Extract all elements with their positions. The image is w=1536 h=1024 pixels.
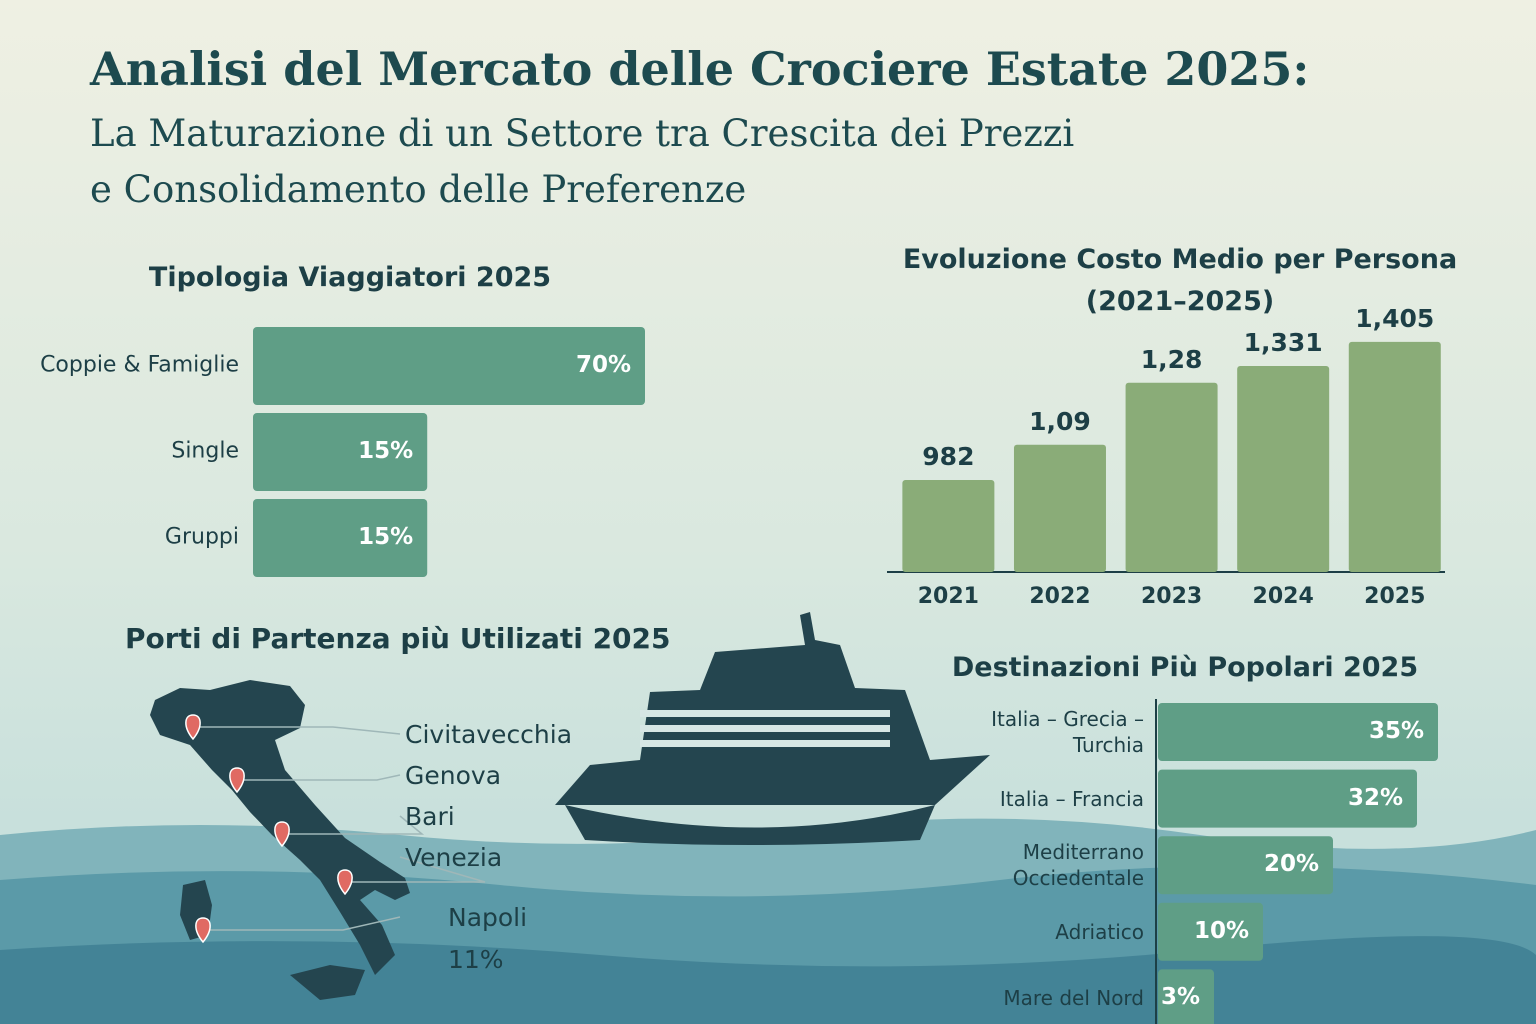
category-label: Adriatico	[1055, 919, 1144, 944]
leader-line	[193, 726, 401, 735]
leader-line	[203, 916, 401, 931]
bar	[253, 327, 645, 405]
category-label: Italia – Grecia – Turchia	[991, 707, 1144, 757]
leader-line	[345, 856, 486, 883]
title: Analisi del Mercato delle Crociere Estat…	[90, 42, 1310, 96]
port-label: Genova	[405, 761, 502, 790]
port-pin	[337, 869, 353, 896]
leader-line	[282, 815, 425, 835]
chart-title: Destinazioni Più Popolari 2025	[951, 652, 1419, 683]
bar	[1237, 366, 1330, 572]
x-tick-label: 2023	[1140, 584, 1203, 609]
bar	[1348, 341, 1441, 572]
subtitle: e Consolidamento delle Preferenze	[90, 168, 747, 211]
subtitle: La Maturazione di un Settore tra Crescit…	[90, 112, 1075, 155]
port-pin	[195, 917, 211, 944]
value-label: 1,28	[1140, 344, 1203, 374]
bar	[1158, 703, 1438, 761]
x-tick-label: 2024	[1252, 584, 1314, 609]
value-label: 32%	[1347, 784, 1403, 811]
bar	[902, 479, 995, 572]
category-label: Single	[171, 438, 239, 464]
x-tick-label: 2021	[917, 584, 979, 609]
map-title: Porti di Partenza più Utilizati 2025	[125, 622, 671, 655]
port-pin	[274, 821, 290, 848]
value-label: 10%	[1193, 917, 1249, 944]
bar	[253, 413, 428, 491]
bar	[1013, 444, 1106, 572]
bar	[1158, 902, 1263, 961]
leader-line	[237, 774, 401, 781]
bar	[1158, 969, 1214, 1024]
value-label: 1,09	[1029, 406, 1091, 436]
ship	[555, 612, 990, 805]
annotation: 11%	[448, 945, 504, 974]
category-label: Mediterrano Occiedentale	[1012, 840, 1144, 891]
value-label: 3%	[1160, 984, 1200, 1011]
value-label: 982	[922, 441, 975, 471]
port-pin	[185, 714, 201, 741]
port-pin	[229, 767, 245, 794]
bar	[1125, 382, 1218, 572]
category-label: Italia – Francia	[999, 786, 1144, 811]
port-label: Bari	[405, 802, 455, 831]
bar	[1158, 769, 1417, 828]
x-tick-label: 2022	[1029, 584, 1091, 609]
chart-subtitle: (2021–2025)	[1085, 286, 1275, 317]
category-label: Coppie & Famiglie	[40, 352, 239, 378]
category-label: Gruppi	[164, 524, 239, 550]
port-label: Napoli	[448, 903, 528, 932]
value-label: 1,405	[1355, 303, 1435, 333]
value-label: 15%	[358, 524, 414, 550]
category-label: Mare del Nord	[1003, 986, 1144, 1011]
ship-hull	[565, 805, 935, 845]
chart-title: Evoluzione Costo Medio per Persona	[902, 244, 1458, 275]
sicily	[290, 965, 365, 1000]
value-label: 15%	[358, 438, 414, 464]
chart-title: Tipologia Viaggiatori 2025	[148, 262, 552, 293]
value-label: 20%	[1263, 851, 1319, 878]
value-label: 35%	[1368, 718, 1424, 744]
x-tick-label: 2025	[1364, 584, 1426, 609]
port-label: Civitavecchia	[405, 720, 573, 749]
ship-windows	[640, 710, 890, 747]
bar	[1158, 836, 1333, 895]
bar	[253, 499, 428, 577]
value-label: 1,331	[1243, 328, 1323, 358]
port-label: Venezia	[405, 843, 503, 872]
value-label: 70%	[575, 352, 631, 378]
